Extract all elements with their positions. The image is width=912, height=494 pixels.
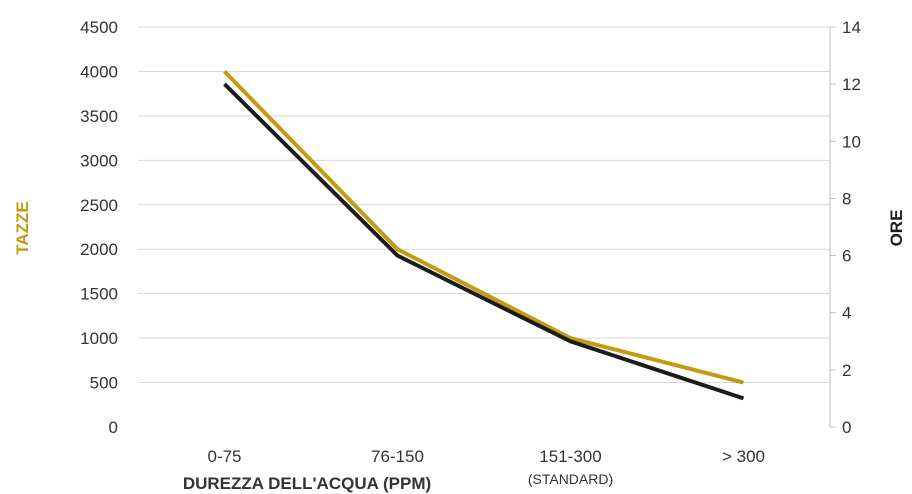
series-lines (223, 70, 745, 401)
y2-tick-label: 8 (842, 189, 851, 208)
left-axis-ticks: 0 500 1000 1500 2000 2500 3000 3500 4000 4500 (80, 18, 118, 437)
y2-tick-label: 14 (842, 18, 861, 37)
y2-tick-label: 0 (842, 418, 851, 437)
y-tick-label: 4500 (80, 18, 118, 37)
gridlines (138, 26, 830, 384)
y-tick-label: 0 (109, 418, 118, 437)
y2-tick-label: 10 (842, 132, 861, 151)
x-axis-title: DUREZZA DELL'ACQUA (PPM) (183, 474, 431, 493)
x-tick-sublabel: (STANDARD) (528, 471, 613, 487)
series-line-1 (223, 70, 744, 385)
y-tick-label: 1500 (80, 285, 118, 304)
y-tick-label: 3000 (80, 151, 118, 170)
series-line-2 (223, 82, 745, 401)
x-tick-label: 151-300 (539, 447, 601, 466)
right-axis: 0 2 4 6 8 10 12 14 (829, 18, 861, 437)
y-tick-label: 1000 (80, 329, 118, 348)
y2-tick-label: 4 (842, 304, 851, 323)
y-tick-label: 3500 (80, 107, 118, 126)
y-tick-label: 4000 (80, 62, 118, 81)
y-tick-label: 2500 (80, 196, 118, 215)
y2-tick-label: 12 (842, 75, 861, 94)
y2-tick-label: 6 (842, 247, 851, 266)
y-tick-label: 2000 (80, 240, 118, 259)
y2-axis-title: ORE (887, 210, 906, 247)
x-axis-ticks: 0-75 76-150 151-300 (STANDARD) > 300 (207, 447, 765, 487)
x-tick-label: > 300 (722, 447, 765, 466)
x-tick-label: 0-75 (207, 447, 241, 466)
x-tick-label: 76-150 (371, 447, 424, 466)
y-axis-title: TAZZE (13, 201, 32, 255)
y-tick-label: 500 (90, 374, 118, 393)
y2-tick-label: 2 (842, 361, 851, 380)
